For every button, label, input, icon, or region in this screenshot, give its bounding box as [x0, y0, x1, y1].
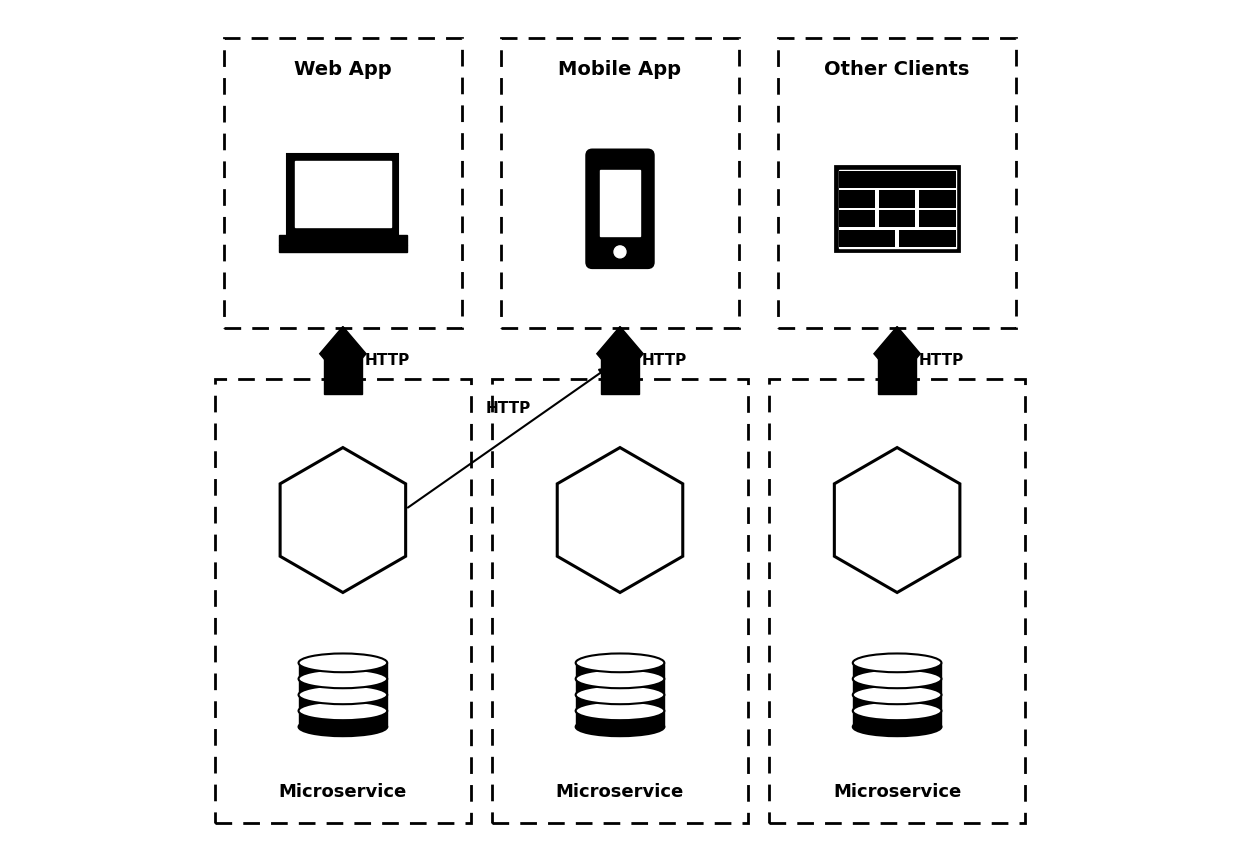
- Text: Web App: Web App: [294, 59, 392, 78]
- Ellipse shape: [853, 685, 941, 704]
- Bar: [288, 154, 398, 235]
- Ellipse shape: [575, 685, 665, 704]
- Ellipse shape: [853, 670, 941, 688]
- Text: HTTP: HTTP: [365, 353, 409, 368]
- Ellipse shape: [575, 702, 665, 720]
- Bar: [601, 356, 639, 393]
- Bar: [279, 235, 407, 245]
- Text: Other Clients: Other Clients: [825, 59, 970, 78]
- Ellipse shape: [853, 702, 941, 720]
- Ellipse shape: [853, 653, 941, 672]
- Ellipse shape: [299, 702, 387, 720]
- Ellipse shape: [299, 653, 387, 672]
- Text: Mobile App: Mobile App: [558, 59, 682, 78]
- Bar: [279, 245, 407, 252]
- Bar: [324, 356, 362, 393]
- Ellipse shape: [575, 670, 665, 688]
- Bar: [838, 170, 956, 188]
- Text: HTTP: HTTP: [641, 353, 687, 368]
- Bar: [838, 210, 875, 227]
- Text: Microservice: Microservice: [556, 784, 684, 802]
- Bar: [879, 190, 915, 208]
- Bar: [299, 663, 387, 727]
- Bar: [838, 170, 956, 248]
- Polygon shape: [596, 326, 644, 381]
- Ellipse shape: [853, 717, 941, 736]
- Ellipse shape: [299, 717, 387, 736]
- Bar: [899, 230, 956, 247]
- Text: HTTP: HTTP: [486, 401, 531, 416]
- Bar: [853, 663, 941, 727]
- Bar: [919, 210, 956, 227]
- Bar: [295, 162, 391, 227]
- Polygon shape: [835, 448, 960, 592]
- Bar: [836, 166, 959, 251]
- Polygon shape: [320, 326, 366, 381]
- Ellipse shape: [299, 670, 387, 688]
- Polygon shape: [874, 326, 920, 381]
- Text: Microservice: Microservice: [279, 784, 407, 802]
- Bar: [878, 356, 916, 393]
- Bar: [777, 38, 1017, 328]
- Bar: [838, 190, 875, 208]
- Bar: [215, 380, 471, 823]
- Bar: [879, 210, 915, 227]
- Bar: [575, 663, 665, 727]
- Bar: [492, 380, 748, 823]
- Bar: [600, 170, 640, 236]
- Text: Microservice: Microservice: [833, 784, 961, 802]
- FancyBboxPatch shape: [587, 150, 653, 268]
- Polygon shape: [557, 448, 683, 592]
- Polygon shape: [280, 448, 405, 592]
- Bar: [501, 38, 739, 328]
- Bar: [223, 38, 463, 328]
- Bar: [769, 380, 1025, 823]
- Circle shape: [614, 246, 626, 257]
- Text: HTTP: HTTP: [919, 353, 963, 368]
- Bar: [838, 230, 895, 247]
- Ellipse shape: [575, 717, 665, 736]
- Ellipse shape: [575, 653, 665, 672]
- Ellipse shape: [299, 685, 387, 704]
- Bar: [919, 190, 956, 208]
